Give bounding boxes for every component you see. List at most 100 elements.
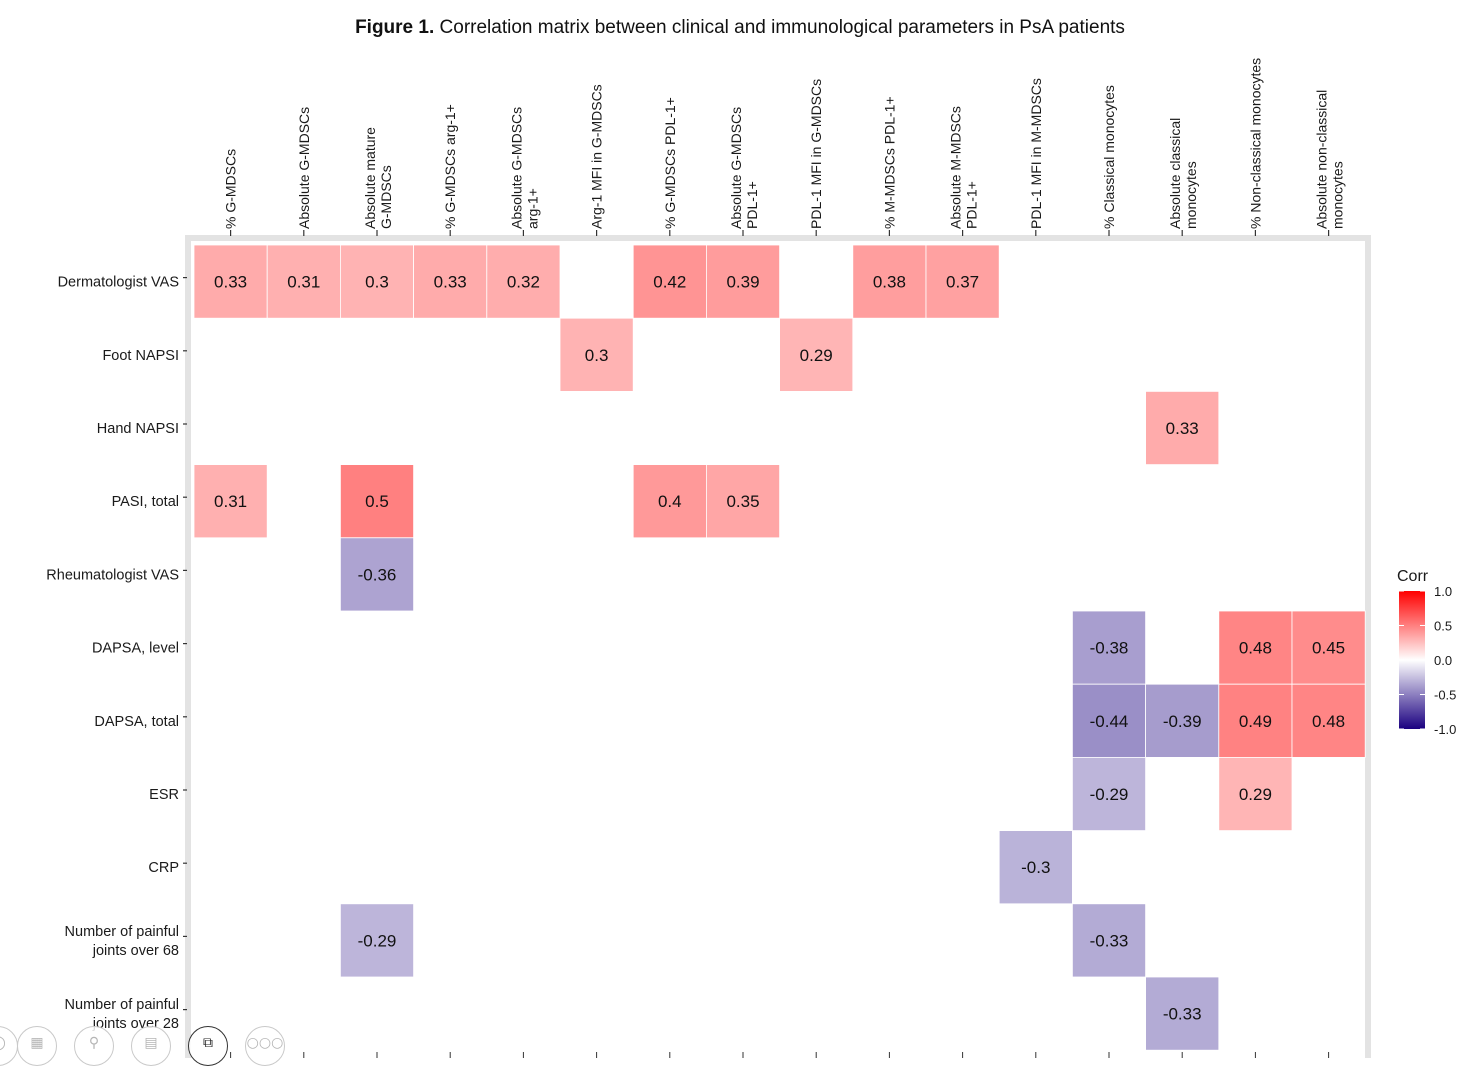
column-label-line: PDL-1+ bbox=[744, 181, 760, 229]
chart-title-bold: Figure 1. bbox=[355, 17, 434, 38]
cell-value: 0.3 bbox=[365, 273, 389, 292]
row-label: Foot NAPSI bbox=[102, 348, 179, 364]
heatmap-cell bbox=[706, 464, 781, 539]
heatmap-cell bbox=[339, 537, 414, 612]
column-label: % G-MDSCs arg-1+ bbox=[442, 104, 458, 229]
cell-value: -0.29 bbox=[358, 931, 397, 950]
column-label-line: % G-MDSCs arg-1+ bbox=[442, 104, 458, 229]
subtitles-icon[interactable]: ▤ bbox=[131, 1026, 171, 1066]
legend-tick-label: -1.0 bbox=[1434, 722, 1456, 737]
cell-value: 0.48 bbox=[1312, 712, 1345, 731]
heatmap-cell bbox=[1145, 683, 1220, 758]
cell-value: 0.45 bbox=[1312, 639, 1345, 658]
column-label-line: Arg-1 MFI in G-MDSCs bbox=[589, 84, 605, 229]
search-icon[interactable]: ⚲ bbox=[74, 1026, 114, 1066]
cell-value: -0.33 bbox=[1090, 931, 1129, 950]
heatmap-cell bbox=[1218, 757, 1293, 832]
column-label-line: Absolute G-MDSCs bbox=[508, 107, 524, 229]
chart-title-rest: Correlation matrix between clinical and … bbox=[434, 17, 1125, 38]
column-label: % Classical monocytes bbox=[1101, 85, 1117, 229]
column-label-line: PDL-1 MFI in M-MDSCs bbox=[1028, 78, 1044, 229]
column-label-line: % Classical monocytes bbox=[1101, 85, 1117, 229]
video-camera-icon[interactable]: ⧉ bbox=[188, 1026, 228, 1066]
column-label-line: % Non-classical monocytes bbox=[1247, 58, 1263, 229]
cell-value: -0.29 bbox=[1090, 785, 1129, 804]
cell-value: 0.38 bbox=[873, 273, 906, 292]
cell-value: -0.38 bbox=[1090, 639, 1129, 658]
row-label: DAPSA, total bbox=[94, 714, 179, 730]
column-label-line: Absolute non-classical bbox=[1314, 90, 1330, 229]
cell-value: 0.42 bbox=[653, 273, 686, 292]
heatmap-cell bbox=[1072, 757, 1147, 832]
column-label: PDL-1 MFI in M-MDSCs bbox=[1028, 78, 1044, 229]
row-label: joints over 68 bbox=[92, 943, 179, 959]
heatmap-cell bbox=[339, 903, 414, 978]
row-label: CRP bbox=[148, 860, 179, 876]
column-label-line: Absolute classical bbox=[1167, 118, 1183, 229]
row-label: Number of painful bbox=[65, 997, 179, 1013]
column-label: % G-MDSCs PDL-1+ bbox=[662, 97, 678, 229]
legend-tick-label: -0.5 bbox=[1434, 688, 1456, 703]
column-label: Absolute G-MDSCsarg-1+ bbox=[508, 107, 540, 229]
column-label: Absolute non-classicalmonocytes bbox=[1314, 90, 1346, 229]
column-label-line: % G-MDSCs bbox=[223, 149, 239, 229]
cell-value: 0.31 bbox=[287, 273, 320, 292]
row-label: Dermatologist VAS bbox=[58, 275, 179, 291]
cell-value: -0.3 bbox=[1021, 858, 1050, 877]
cell-value: 0.48 bbox=[1239, 639, 1272, 658]
heatmap-cell bbox=[632, 464, 707, 539]
heatmap-cell bbox=[486, 244, 561, 319]
panel-border bbox=[185, 235, 1371, 1058]
column-label-line: Absolute mature bbox=[362, 127, 378, 229]
column-label-line: G-MDSCs bbox=[378, 165, 394, 229]
heatmap-cell bbox=[998, 830, 1073, 905]
cell-value: -0.44 bbox=[1090, 712, 1129, 731]
column-label: Absolute M-MDSCsPDL-1+ bbox=[948, 106, 980, 229]
cell-value: 0.39 bbox=[726, 273, 759, 292]
heatmap-cell bbox=[1072, 903, 1147, 978]
legend-tick-label: 0.5 bbox=[1434, 619, 1452, 634]
circle-button[interactable]: ◯ bbox=[0, 1026, 18, 1066]
cell-value: 0.35 bbox=[726, 492, 759, 511]
column-label: % M-MDSCs PDL-1+ bbox=[881, 96, 897, 229]
column-label: Absolute matureG-MDSCs bbox=[362, 127, 394, 229]
heatmap-cell bbox=[193, 244, 268, 319]
more-icon[interactable]: ○○○ bbox=[245, 1026, 285, 1066]
column-label-line: % G-MDSCs PDL-1+ bbox=[662, 97, 678, 229]
column-label-line: PDL-1 MFI in G-MDSCs bbox=[808, 79, 824, 229]
cell-value: 0.4 bbox=[658, 492, 682, 511]
cell-value: 0.5 bbox=[365, 492, 389, 511]
cell-value: 0.33 bbox=[1166, 419, 1199, 438]
column-label-line: Absolute G-MDSCs bbox=[296, 107, 312, 229]
heatmap-cell bbox=[266, 244, 341, 319]
column-label-line: monocytes bbox=[1330, 161, 1346, 229]
viewer-toolbar: ◯▦ ⚲ ▤ ⧉ ○○○ bbox=[0, 1022, 300, 1066]
column-label: Absolute G-MDSCsPDL-1+ bbox=[728, 107, 760, 229]
column-label-line: Absolute M-MDSCs bbox=[948, 106, 964, 229]
legend-tick-label: 0.0 bbox=[1434, 653, 1452, 668]
column-label-line: PDL-1+ bbox=[964, 181, 980, 229]
row-label: Hand NAPSI bbox=[97, 421, 179, 437]
column-label-line: Absolute G-MDSCs bbox=[728, 107, 744, 229]
legend-title: Corr bbox=[1397, 568, 1429, 585]
heatmap-cell bbox=[339, 244, 414, 319]
cell-value: -0.39 bbox=[1163, 712, 1202, 731]
column-label: Absolute G-MDSCs bbox=[296, 107, 312, 229]
row-label: DAPSA, level bbox=[92, 641, 179, 657]
column-label-line: arg-1+ bbox=[524, 188, 540, 229]
row-label: Rheumatologist VAS bbox=[46, 567, 179, 583]
column-label: % Non-classical monocytes bbox=[1247, 58, 1263, 229]
cell-value: 0.33 bbox=[434, 273, 467, 292]
grid-icon[interactable]: ▦ bbox=[17, 1026, 57, 1066]
heatmap-cell bbox=[925, 244, 1000, 319]
cell-value: 0.31 bbox=[214, 492, 247, 511]
heatmap-cell bbox=[1218, 683, 1293, 758]
heatmap-cell bbox=[339, 464, 414, 539]
cell-value: 0.3 bbox=[585, 346, 609, 365]
row-label: PASI, total bbox=[112, 494, 179, 510]
column-label-line: % M-MDSCs PDL-1+ bbox=[881, 96, 897, 229]
heatmap-cell bbox=[852, 244, 927, 319]
heatmap-cell bbox=[193, 464, 268, 539]
column-label: PDL-1 MFI in G-MDSCs bbox=[808, 79, 824, 229]
heatmap-cell bbox=[632, 244, 707, 319]
